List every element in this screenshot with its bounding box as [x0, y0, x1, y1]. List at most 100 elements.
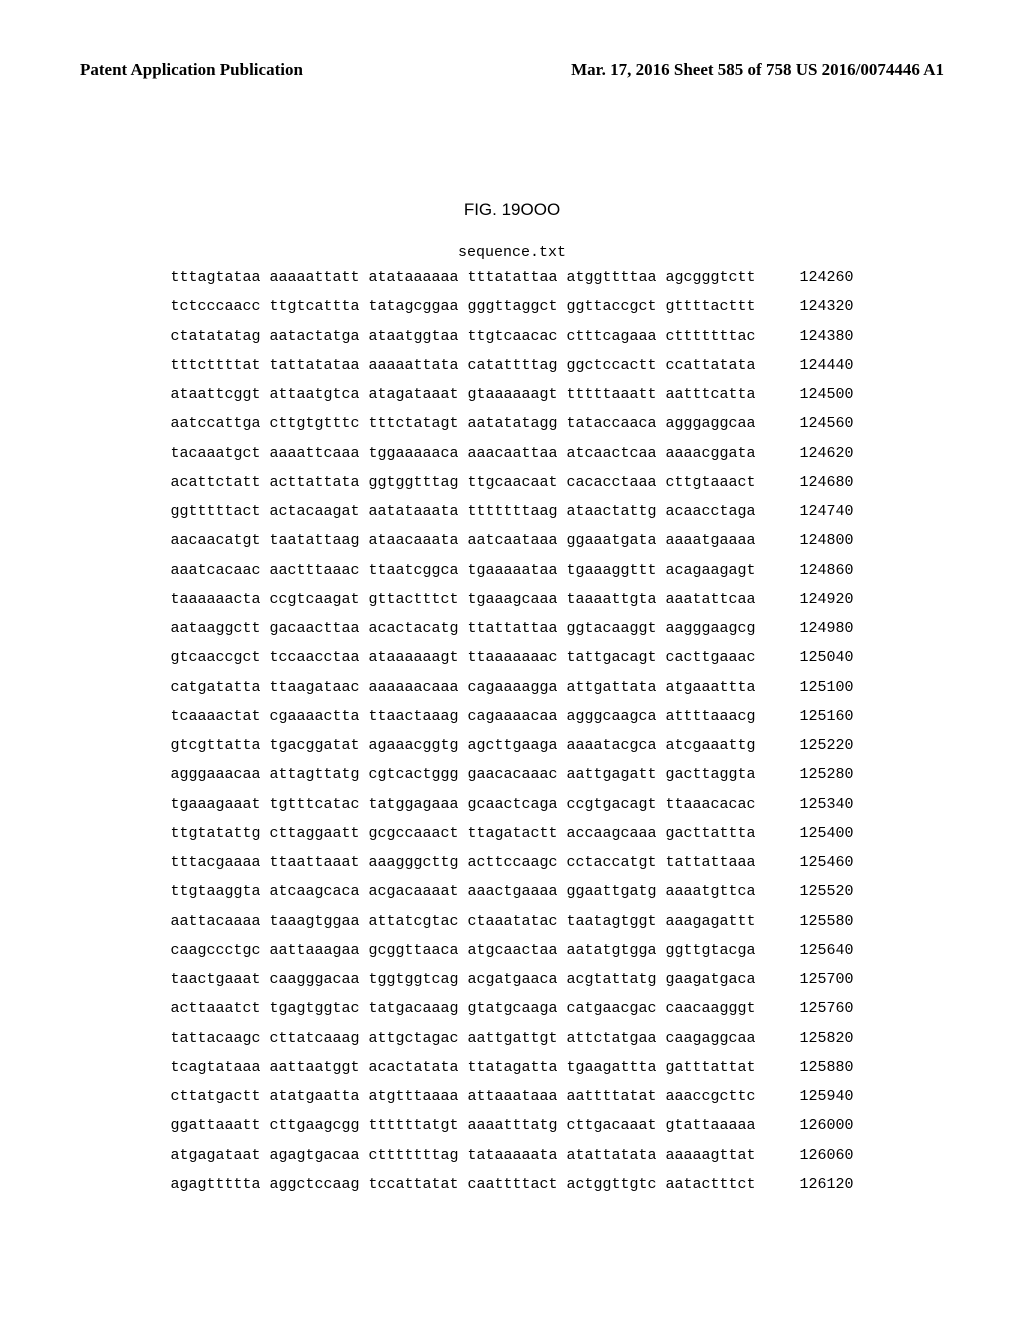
- sequence-row: ctatatatag aatactatga ataatggtaa ttgtcaa…: [170, 322, 853, 351]
- sequence-text: taactgaaat caagggacaa tggtggtcag acgatga…: [170, 965, 755, 994]
- sequence-position: 125640: [774, 936, 854, 965]
- sequence-row: agagttttta aggctccaag tccattatat caatttt…: [170, 1170, 853, 1199]
- sequence-position: 126060: [774, 1141, 854, 1170]
- sequence-row: gtcgttatta tgacggatat agaaacggtg agcttga…: [170, 731, 853, 760]
- header-right: Mar. 17, 2016 Sheet 585 of 758 US 2016/0…: [571, 60, 944, 80]
- sequence-position: 125160: [774, 702, 854, 731]
- sequence-row: aattacaaaa taaagtggaa attatcgtac ctaaata…: [170, 907, 853, 936]
- sequence-text: aattacaaaa taaagtggaa attatcgtac ctaaata…: [170, 907, 755, 936]
- sequence-row: agggaaacaa attagttatg cgtcactggg gaacaca…: [170, 760, 853, 789]
- sequence-text: gtcaaccgct tccaacctaa ataaaaaagt ttaaaaa…: [170, 643, 755, 672]
- sequence-position: 125460: [774, 848, 854, 877]
- sequence-text: tctcccaacc ttgtcattta tatagcggaa gggttag…: [170, 292, 755, 321]
- sequence-block: tttagtataa aaaaattatt atataaaaaa tttatat…: [170, 263, 853, 1199]
- sequence-text: tcagtataaa aattaatggt acactatata ttataga…: [170, 1053, 755, 1082]
- sequence-position: 124800: [774, 526, 854, 555]
- sequence-position: 125220: [774, 731, 854, 760]
- sequence-text: tacaaatgct aaaattcaaa tggaaaaaca aaacaat…: [170, 439, 755, 468]
- sequence-text: tttagtataa aaaaattatt atataaaaaa tttatat…: [170, 263, 755, 292]
- sequence-row: aacaacatgt taatattaag ataacaaata aatcaat…: [170, 526, 853, 555]
- sequence-position: 124620: [774, 439, 854, 468]
- sequence-text: ggtttttact actacaagat aatataaata ttttttt…: [170, 497, 755, 526]
- sequence-position: 126000: [774, 1111, 854, 1140]
- sequence-text: tttacgaaaa ttaattaaat aaagggcttg acttcca…: [170, 848, 755, 877]
- sequence-text: taaaaaacta ccgtcaagat gttactttct tgaaagc…: [170, 585, 755, 614]
- sequence-text: aaatcacaac aactttaaac ttaatcggca tgaaaaa…: [170, 556, 755, 585]
- sequence-text: ttgtaaggta atcaagcaca acgacaaaat aaactga…: [170, 877, 755, 906]
- sequence-row: aataaggctt gacaacttaa acactacatg ttattat…: [170, 614, 853, 643]
- sequence-position: 124260: [774, 263, 854, 292]
- sequence-position: 124500: [774, 380, 854, 409]
- sequence-row: atgagataat agagtgacaa ctttttttag tataaaa…: [170, 1141, 853, 1170]
- sequence-position: 125040: [774, 643, 854, 672]
- sequence-row: tgaaagaaat tgtttcatac tatggagaaa gcaactc…: [170, 790, 853, 819]
- sequence-file-label: sequence.txt: [80, 244, 944, 261]
- sequence-row: tcaaaactat cgaaaactta ttaactaaag cagaaaa…: [170, 702, 853, 731]
- sequence-text: aacaacatgt taatattaag ataacaaata aatcaat…: [170, 526, 755, 555]
- sequence-position: 125880: [774, 1053, 854, 1082]
- sequence-row: tttagtataa aaaaattatt atataaaaaa tttatat…: [170, 263, 853, 292]
- sequence-position: 125100: [774, 673, 854, 702]
- sequence-text: atgagataat agagtgacaa ctttttttag tataaaa…: [170, 1141, 755, 1170]
- sequence-row: gtcaaccgct tccaacctaa ataaaaaagt ttaaaaa…: [170, 643, 853, 672]
- sequence-row: ggtttttact actacaagat aatataaata ttttttt…: [170, 497, 853, 526]
- sequence-text: caagccctgc aattaaagaa gcggttaaca atgcaac…: [170, 936, 755, 965]
- sequence-row: caagccctgc aattaaagaa gcggttaaca atgcaac…: [170, 936, 853, 965]
- sequence-position: 125340: [774, 790, 854, 819]
- sequence-position: 125760: [774, 994, 854, 1023]
- sequence-text: tttcttttat tattatataa aaaaattata catattt…: [170, 351, 755, 380]
- sequence-text: tcaaaactat cgaaaactta ttaactaaag cagaaaa…: [170, 702, 755, 731]
- sequence-text: aatccattga cttgtgtttc tttctatagt aatatat…: [170, 409, 755, 438]
- sequence-position: 124740: [774, 497, 854, 526]
- sequence-row: ggattaaatt cttgaagcgg ttttttatgt aaaattt…: [170, 1111, 853, 1140]
- sequence-text: tgaaagaaat tgtttcatac tatggagaaa gcaactc…: [170, 790, 755, 819]
- sequence-text: agggaaacaa attagttatg cgtcactggg gaacaca…: [170, 760, 755, 789]
- sequence-text: ttgtatattg cttaggaatt gcgccaaact ttagata…: [170, 819, 755, 848]
- sequence-position: 124860: [774, 556, 854, 585]
- sequence-position: 125580: [774, 907, 854, 936]
- sequence-position: 124560: [774, 409, 854, 438]
- sequence-text: agagttttta aggctccaag tccattatat caatttt…: [170, 1170, 755, 1199]
- sequence-position: 124320: [774, 292, 854, 321]
- sequence-position: 125280: [774, 760, 854, 789]
- page-header: Patent Application Publication Mar. 17, …: [80, 60, 944, 80]
- sequence-position: 124980: [774, 614, 854, 643]
- figure-title: FIG. 19OOO: [80, 200, 944, 220]
- sequence-row: tattacaagc cttatcaaag attgctagac aattgat…: [170, 1024, 853, 1053]
- sequence-position: 125520: [774, 877, 854, 906]
- sequence-row: taactgaaat caagggacaa tggtggtcag acgatga…: [170, 965, 853, 994]
- sequence-row: tttacgaaaa ttaattaaat aaagggcttg acttcca…: [170, 848, 853, 877]
- sequence-position: 125820: [774, 1024, 854, 1053]
- sequence-text: gtcgttatta tgacggatat agaaacggtg agcttga…: [170, 731, 755, 760]
- sequence-text: cttatgactt atatgaatta atgtttaaaa attaaat…: [170, 1082, 755, 1111]
- sequence-row: tttcttttat tattatataa aaaaattata catattt…: [170, 351, 853, 380]
- sequence-position: 124920: [774, 585, 854, 614]
- sequence-text: ataattcggt attaatgtca atagataaat gtaaaaa…: [170, 380, 755, 409]
- sequence-row: ttgtaaggta atcaagcaca acgacaaaat aaactga…: [170, 877, 853, 906]
- sequence-position: 124380: [774, 322, 854, 351]
- sequence-text: ctatatatag aatactatga ataatggtaa ttgtcaa…: [170, 322, 755, 351]
- sequence-position: 124440: [774, 351, 854, 380]
- page: Patent Application Publication Mar. 17, …: [0, 0, 1024, 1320]
- sequence-row: acttaaatct tgagtggtac tatgacaaag gtatgca…: [170, 994, 853, 1023]
- sequence-row: tcagtataaa aattaatggt acactatata ttataga…: [170, 1053, 853, 1082]
- sequence-position: 124680: [774, 468, 854, 497]
- sequence-row: acattctatt acttattata ggtggtttag ttgcaac…: [170, 468, 853, 497]
- sequence-text: acttaaatct tgagtggtac tatgacaaag gtatgca…: [170, 994, 755, 1023]
- sequence-row: catgatatta ttaagataac aaaaaacaaa cagaaaa…: [170, 673, 853, 702]
- sequence-position: 125940: [774, 1082, 854, 1111]
- sequence-row: ataattcggt attaatgtca atagataaat gtaaaaa…: [170, 380, 853, 409]
- sequence-row: aatccattga cttgtgtttc tttctatagt aatatat…: [170, 409, 853, 438]
- sequence-position: 126120: [774, 1170, 854, 1199]
- sequence-text: aataaggctt gacaacttaa acactacatg ttattat…: [170, 614, 755, 643]
- header-left: Patent Application Publication: [80, 60, 303, 80]
- sequence-row: cttatgactt atatgaatta atgtttaaaa attaaat…: [170, 1082, 853, 1111]
- sequence-position: 125700: [774, 965, 854, 994]
- sequence-position: 125400: [774, 819, 854, 848]
- sequence-text: acattctatt acttattata ggtggtttag ttgcaac…: [170, 468, 755, 497]
- sequence-text: catgatatta ttaagataac aaaaaacaaa cagaaaa…: [170, 673, 755, 702]
- sequence-row: tacaaatgct aaaattcaaa tggaaaaaca aaacaat…: [170, 439, 853, 468]
- sequence-text: ggattaaatt cttgaagcgg ttttttatgt aaaattt…: [170, 1111, 755, 1140]
- sequence-row: taaaaaacta ccgtcaagat gttactttct tgaaagc…: [170, 585, 853, 614]
- sequence-row: ttgtatattg cttaggaatt gcgccaaact ttagata…: [170, 819, 853, 848]
